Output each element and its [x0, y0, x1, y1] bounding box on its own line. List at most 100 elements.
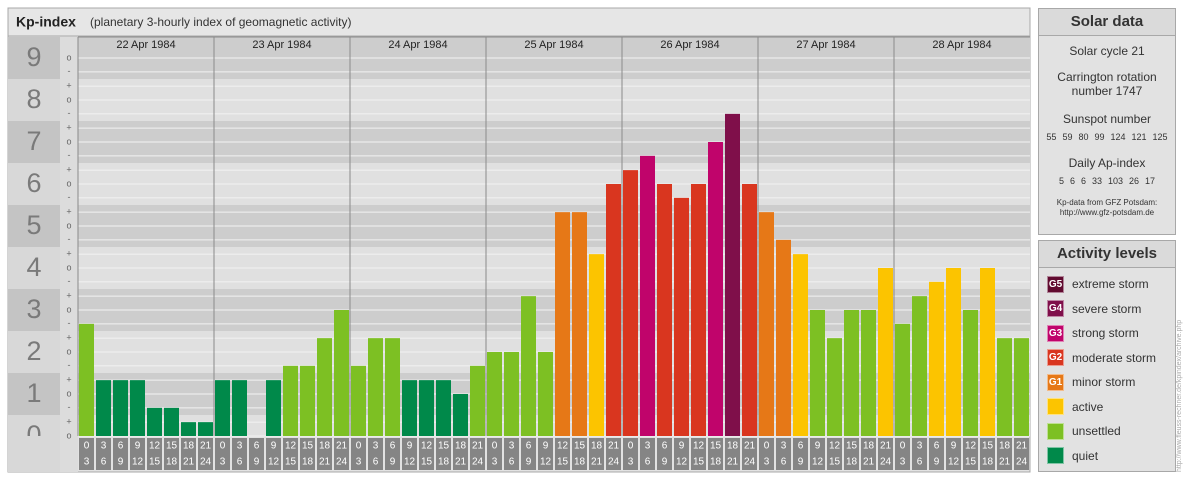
x-tick-label: 18 — [863, 441, 875, 452]
x-tick-label: 18 — [302, 457, 314, 468]
bar — [878, 268, 893, 436]
bar — [334, 310, 349, 436]
digit-bottom — [8, 436, 60, 472]
bar — [402, 380, 417, 436]
x-slot-box — [130, 438, 145, 470]
x-slot-box — [623, 438, 638, 470]
minor-tick-label: + — [66, 207, 71, 217]
legend-swatch: G3 — [1047, 324, 1064, 342]
legend-label: moderate storm — [1072, 350, 1157, 365]
x-slot-box — [827, 438, 842, 470]
x-slot-box — [436, 438, 451, 470]
minor-tick-label: o — [66, 178, 71, 188]
x-tick-label: 18 — [982, 457, 994, 468]
x-slot-box — [79, 438, 94, 470]
x-tick-label: 21 — [319, 457, 331, 468]
x-tick-label: 0 — [492, 441, 498, 452]
minor-tick-label: o — [66, 52, 71, 62]
legend-swatch: G4 — [1047, 300, 1064, 318]
x-slot-box — [657, 438, 672, 470]
minor-tick-label: - — [68, 276, 71, 286]
x-tick-label: 21 — [591, 457, 603, 468]
digit-band — [8, 121, 60, 163]
x-slot-box — [385, 438, 400, 470]
x-slot-box — [929, 438, 944, 470]
digit-band — [8, 247, 60, 289]
x-tick-label: 6 — [254, 441, 260, 452]
x-slot-box — [861, 438, 876, 470]
minor-tick-label: + — [66, 291, 71, 301]
x-tick-label: 9 — [679, 441, 685, 452]
minor-tick-label: - — [68, 360, 71, 370]
sunspot-value: 99 — [1094, 132, 1105, 142]
x-tick-label: 9 — [135, 441, 141, 452]
x-tick-label: 15 — [846, 441, 858, 452]
bar — [198, 422, 213, 436]
x-slot-box — [249, 438, 264, 470]
x-tick-label: 21 — [183, 457, 195, 468]
x-slot-box — [538, 438, 553, 470]
bar — [623, 170, 638, 436]
legend-item: G2 moderate storm — [1039, 346, 1175, 371]
x-tick-label: 9 — [526, 457, 532, 468]
minor-tick-label: - — [68, 192, 71, 202]
x-slot-box — [691, 438, 706, 470]
bar — [368, 338, 383, 436]
x-tick-label: 6 — [509, 457, 515, 468]
x-tick-label: 24 — [744, 457, 756, 468]
sunspot-value: 124 — [1110, 132, 1126, 142]
x-tick-label: 6 — [934, 441, 940, 452]
minor-tick-label: + — [66, 375, 71, 385]
x-tick-label: 6 — [662, 441, 668, 452]
chart: Kp-index (planetary 3-hourly index of ge… — [7, 7, 1031, 473]
x-tick-label: 18 — [846, 457, 858, 468]
minor-tick-label: - — [68, 108, 71, 118]
bar — [283, 365, 298, 436]
activity-panel: Activity levels G5 extreme storm G4 severe … — [1038, 240, 1176, 472]
x-tick-label: 9 — [934, 457, 940, 468]
x-tick-label: 3 — [781, 441, 787, 452]
x-tick-label: 6 — [101, 457, 107, 468]
x-tick-label: 12 — [285, 441, 297, 452]
x-tick-label: 18 — [166, 457, 178, 468]
x-tick-label: 6 — [917, 457, 923, 468]
bar — [1014, 338, 1029, 436]
title-bar — [7, 7, 1031, 37]
minor-tick-label: - — [68, 402, 71, 412]
x-tick-label: 18 — [319, 441, 331, 452]
x-tick-label: 15 — [166, 441, 178, 452]
digit-band — [8, 79, 60, 121]
bar — [555, 212, 570, 436]
minor-tick-label: o — [66, 388, 71, 398]
x-tick-label: 15 — [693, 457, 705, 468]
x-tick-label: 6 — [781, 457, 787, 468]
y-tick-label: 3 — [26, 294, 41, 324]
bar — [725, 113, 740, 437]
x-slot-box — [334, 438, 349, 470]
day-label: 22 Apr 1984 — [116, 39, 175, 51]
sunspot-list: 55 59 80 99 124 121 125 — [1039, 132, 1175, 142]
x-slot-box — [963, 438, 978, 470]
x-slot-box — [317, 438, 332, 470]
minor-tick-label: - — [68, 66, 71, 76]
carrington: Carrington rotation number 1747 — [1057, 70, 1157, 98]
x-slot-box — [147, 438, 162, 470]
x-tick-label: 21 — [472, 441, 484, 452]
x-slot-box — [589, 438, 604, 470]
x-slot-box — [572, 438, 587, 470]
x-slot-box — [368, 438, 383, 470]
x-tick-label: 15 — [710, 441, 722, 452]
minor-tick-label: + — [66, 165, 71, 175]
chart-subtitle: (planetary 3-hourly index of geomagnetic… — [90, 15, 351, 29]
bar — [419, 380, 434, 436]
x-tick-label: 15 — [302, 441, 314, 452]
bar — [147, 407, 162, 436]
x-tick-label: 3 — [356, 457, 362, 468]
day-label: 26 Apr 1984 — [660, 39, 719, 51]
x-tick-label: 3 — [917, 441, 923, 452]
x-slot-box — [351, 438, 366, 470]
x-tick-label: 18 — [591, 441, 603, 452]
digit-band — [8, 289, 60, 331]
x-slot-box — [912, 438, 927, 470]
bar — [470, 365, 485, 436]
